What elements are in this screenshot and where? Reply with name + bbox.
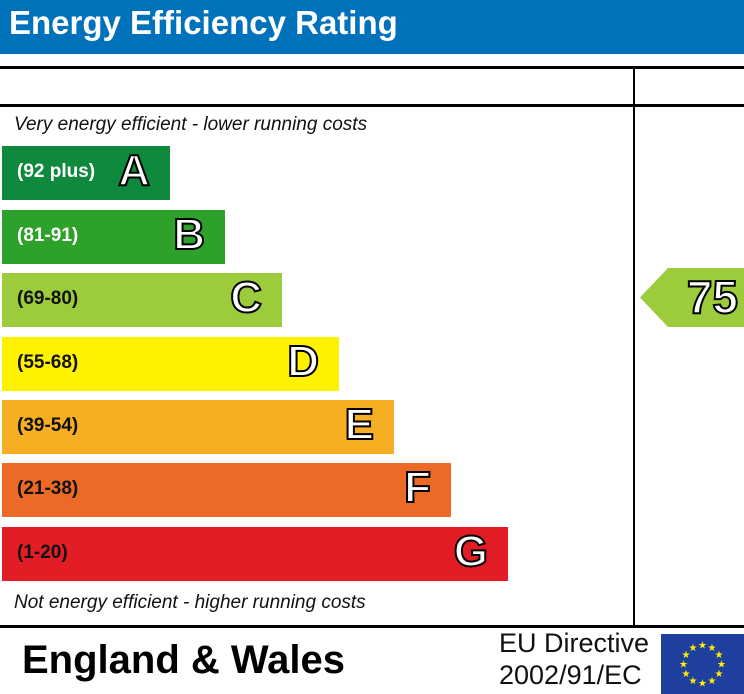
star-icon: ★: [698, 641, 707, 652]
band-range: (55-68): [17, 352, 79, 373]
star-icon: ★: [682, 669, 691, 680]
band-e: (39-54) E: [2, 399, 394, 454]
current-rating-arrow: [640, 268, 744, 327]
top-note: Very energy efficient - lower running co…: [14, 114, 368, 135]
directive-line1: EU Directive: [499, 628, 650, 658]
band-range: (21-38): [17, 478, 79, 499]
band-range: (1-20): [17, 542, 68, 563]
header: Energy Efficiency Rating: [0, 0, 744, 54]
band-range: (69-80): [17, 288, 79, 309]
star-icon: ★: [708, 676, 717, 687]
band-a: (92 plus) A: [2, 145, 170, 200]
divider: [633, 66, 635, 627]
band-b: (81-91) B: [2, 209, 225, 264]
eu-flag-icon: ★★★★★★★★★ ★ ★★: [661, 634, 744, 694]
band-range: (81-91): [17, 225, 79, 246]
band-letter: A: [117, 145, 151, 196]
band-range: (39-54): [17, 415, 79, 436]
chart-title: Energy Efficiency Rating: [9, 4, 398, 41]
star-icon: ★: [682, 650, 691, 661]
band-c: (69-80) C: [2, 272, 282, 327]
band-f: (21-38) F: [2, 462, 451, 517]
star-icon: ★: [689, 676, 698, 687]
bottom-note: Not energy efficient - higher running co…: [14, 592, 366, 613]
band-g: (1-20) G: [2, 526, 508, 581]
band-letter: D: [286, 336, 320, 387]
band-letter: G: [453, 526, 489, 577]
current-rating: 75: [640, 268, 744, 327]
band-letter: E: [344, 399, 375, 450]
band-range: (92 plus): [17, 161, 96, 182]
star-icon: ★: [679, 660, 688, 671]
divider: [0, 66, 744, 69]
band-d: (55-68) D: [2, 336, 339, 391]
star-icon: ★: [714, 669, 723, 680]
directive-line2: 2002/91/EC: [499, 660, 642, 690]
star-icon: ★: [714, 650, 723, 661]
star-icon: ★: [717, 660, 726, 671]
band-letter: B: [172, 209, 206, 260]
divider: [0, 625, 744, 628]
divider: [0, 104, 744, 107]
star-icon: ★: [698, 679, 707, 690]
current-rating-value: 75: [686, 270, 739, 324]
current-rating-arrow-shape: [640, 268, 744, 327]
star-icon: ★: [708, 643, 717, 654]
region-label: England & Wales: [22, 638, 346, 682]
band-letter: C: [229, 272, 263, 323]
star-icon: ★: [689, 643, 698, 654]
band-letter: F: [403, 462, 432, 513]
